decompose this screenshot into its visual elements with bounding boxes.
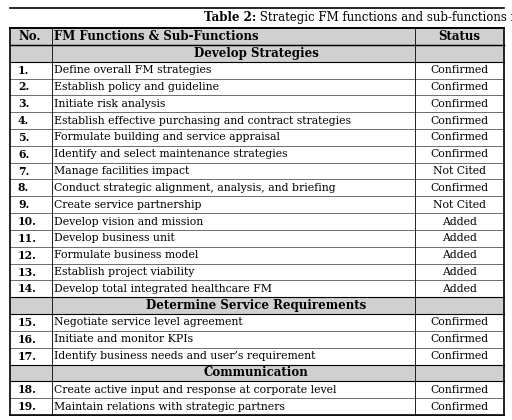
Text: 16.: 16. (18, 334, 37, 345)
Text: Maintain relations with strategic partners: Maintain relations with strategic partne… (54, 402, 285, 412)
Text: Manage facilities impact: Manage facilities impact (54, 166, 189, 176)
Text: 15.: 15. (18, 317, 37, 328)
Text: Not Cited: Not Cited (433, 166, 486, 176)
Text: Confirmed: Confirmed (431, 351, 488, 361)
Text: 7.: 7. (18, 165, 29, 176)
Text: Not Cited: Not Cited (433, 200, 486, 210)
Text: Confirmed: Confirmed (431, 65, 488, 75)
Text: Identify business needs and user’s requirement: Identify business needs and user’s requi… (54, 351, 315, 361)
Text: 2.: 2. (18, 81, 29, 92)
Text: Added: Added (442, 234, 477, 243)
Text: 10.: 10. (18, 216, 37, 227)
Text: Formulate business model: Formulate business model (54, 250, 199, 260)
Text: 13.: 13. (18, 267, 37, 278)
Text: Confirmed: Confirmed (431, 99, 488, 109)
Bar (10, 365, 504, 381)
Text: Negotiate service level agreement: Negotiate service level agreement (54, 318, 243, 328)
Text: Identify and select maintenance strategies: Identify and select maintenance strategi… (54, 149, 288, 159)
Text: Confirmed: Confirmed (431, 116, 488, 126)
Text: Added: Added (442, 217, 477, 226)
Text: 19.: 19. (18, 401, 37, 412)
Text: Added: Added (442, 284, 477, 294)
Text: 5.: 5. (18, 132, 29, 143)
Text: Added: Added (442, 250, 477, 260)
Text: No.: No. (18, 30, 40, 43)
Text: Communication: Communication (204, 366, 308, 379)
Text: 17.: 17. (18, 351, 37, 362)
Text: Formulate building and service appraisal: Formulate building and service appraisal (54, 132, 280, 142)
Text: Confirmed: Confirmed (431, 82, 488, 92)
Text: Create active input and response at corporate level: Create active input and response at corp… (54, 385, 336, 395)
Text: Develop Strategies: Develop Strategies (194, 47, 318, 60)
Text: Determine Service Requirements: Determine Service Requirements (146, 299, 366, 312)
Text: Confirmed: Confirmed (431, 334, 488, 344)
Text: Strategic FM functions and sub-functions for PPP healthcare services: Strategic FM functions and sub-functions… (256, 10, 512, 24)
Text: 6.: 6. (18, 149, 29, 160)
Text: Confirmed: Confirmed (431, 318, 488, 328)
Text: 1.: 1. (18, 65, 29, 76)
Text: Confirmed: Confirmed (431, 149, 488, 159)
Text: 12.: 12. (18, 250, 37, 261)
Text: 18.: 18. (18, 384, 37, 395)
Text: FM Functions & Sub-Functions: FM Functions & Sub-Functions (54, 30, 259, 43)
Text: Develop total integrated healthcare FM: Develop total integrated healthcare FM (54, 284, 272, 294)
Text: 9.: 9. (18, 199, 29, 210)
Text: Define overall FM strategies: Define overall FM strategies (54, 65, 211, 75)
Text: Initiate risk analysis: Initiate risk analysis (54, 99, 165, 109)
Text: 8.: 8. (18, 182, 29, 193)
Text: 4.: 4. (18, 115, 29, 126)
Text: Establish effective purchasing and contract strategies: Establish effective purchasing and contr… (54, 116, 351, 126)
Bar (10, 45, 504, 62)
Text: 14.: 14. (18, 284, 37, 294)
Text: Confirmed: Confirmed (431, 132, 488, 142)
Text: Added: Added (442, 267, 477, 277)
Text: Develop business unit: Develop business unit (54, 234, 175, 243)
Text: 3.: 3. (18, 98, 29, 109)
Text: Confirmed: Confirmed (431, 402, 488, 412)
Text: Initiate and monitor KPIs: Initiate and monitor KPIs (54, 334, 193, 344)
Bar (10, 297, 504, 314)
Text: Status: Status (439, 30, 481, 43)
Text: Conduct strategic alignment, analysis, and briefing: Conduct strategic alignment, analysis, a… (54, 183, 336, 193)
Bar (10, 28, 504, 45)
Text: Confirmed: Confirmed (431, 183, 488, 193)
Text: Create service partnership: Create service partnership (54, 200, 202, 210)
Text: Confirmed: Confirmed (431, 385, 488, 395)
Text: 11.: 11. (18, 233, 37, 244)
Text: Establish project viability: Establish project viability (54, 267, 195, 277)
Text: Establish policy and guideline: Establish policy and guideline (54, 82, 219, 92)
Text: Develop vision and mission: Develop vision and mission (54, 217, 203, 226)
Text: Table 2:: Table 2: (204, 10, 256, 24)
